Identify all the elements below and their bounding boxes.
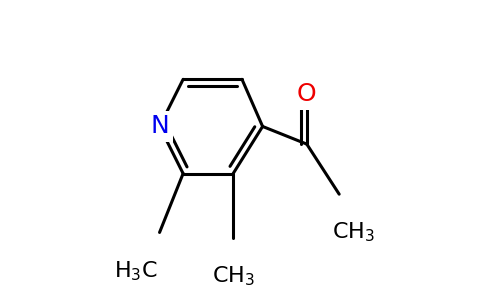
Text: CH$_3$: CH$_3$ [212, 265, 255, 288]
Text: N: N [150, 114, 169, 138]
Text: O: O [297, 82, 317, 106]
Text: H$_3$C: H$_3$C [114, 259, 158, 283]
Text: CH$_3$: CH$_3$ [333, 220, 376, 244]
